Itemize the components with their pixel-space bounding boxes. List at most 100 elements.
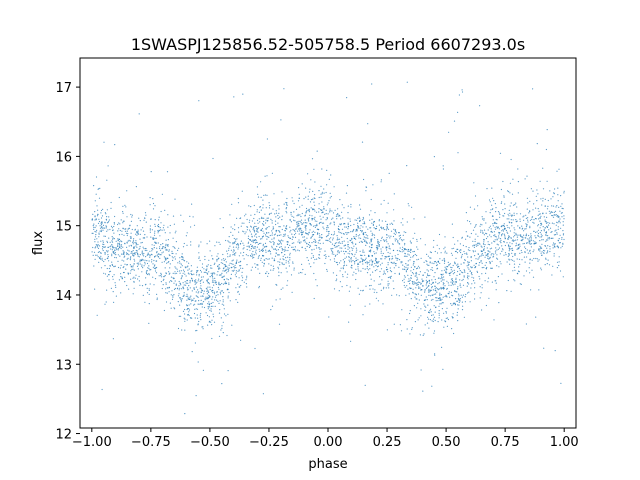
data-point	[426, 253, 428, 255]
data-point	[130, 278, 132, 280]
data-point	[441, 270, 443, 272]
data-point	[297, 214, 299, 217]
data-point	[541, 223, 543, 225]
data-point	[107, 229, 109, 231]
data-point	[310, 257, 312, 259]
data-point	[312, 256, 314, 258]
data-point	[538, 218, 540, 220]
data-point	[539, 250, 541, 252]
data-point	[405, 231, 407, 234]
data-point	[468, 268, 470, 270]
data-point	[211, 337, 213, 340]
data-point	[101, 227, 104, 229]
data-point	[540, 246, 542, 248]
data-point	[146, 254, 148, 256]
data-point	[472, 251, 475, 253]
data-point	[542, 212, 544, 214]
data-point	[465, 246, 467, 248]
data-point	[106, 179, 108, 181]
data-point	[139, 233, 141, 235]
data-point	[208, 306, 210, 308]
data-point	[133, 258, 135, 260]
data-point	[402, 268, 404, 270]
data-point	[470, 223, 472, 225]
data-point	[312, 255, 314, 257]
data-point	[126, 253, 128, 255]
data-point	[388, 247, 390, 249]
data-point	[503, 233, 505, 235]
data-point	[158, 253, 160, 255]
data-point	[292, 229, 294, 231]
data-point	[407, 248, 409, 251]
data-point	[527, 217, 529, 219]
data-point	[389, 252, 391, 254]
data-point	[479, 225, 481, 227]
data-point	[291, 242, 293, 244]
data-point	[507, 244, 510, 246]
data-point	[256, 209, 258, 211]
data-point	[247, 255, 249, 257]
data-point	[508, 237, 510, 239]
data-point	[266, 138, 268, 140]
data-point	[203, 268, 205, 270]
data-point	[256, 230, 258, 232]
data-point	[215, 294, 217, 297]
data-point	[429, 257, 431, 259]
data-point	[441, 308, 443, 310]
data-point	[368, 214, 371, 216]
data-point	[440, 252, 442, 254]
data-point	[341, 242, 343, 244]
data-point	[483, 229, 486, 231]
data-point	[465, 231, 467, 233]
data-point	[550, 231, 552, 233]
data-point	[275, 231, 277, 233]
data-point	[304, 222, 307, 224]
data-point	[279, 226, 281, 228]
data-point	[441, 259, 443, 261]
data-point	[126, 284, 128, 287]
data-point	[325, 219, 327, 221]
data-point	[134, 228, 136, 230]
data-point	[483, 249, 485, 251]
data-point	[407, 253, 409, 255]
data-point	[113, 251, 115, 253]
data-point	[164, 247, 166, 249]
data-point	[426, 263, 428, 265]
data-point	[211, 298, 213, 300]
data-point	[500, 188, 502, 191]
data-point	[373, 227, 375, 229]
data-point	[429, 308, 432, 310]
data-point	[543, 230, 545, 232]
data-point	[240, 267, 242, 269]
data-point	[493, 231, 495, 233]
data-point	[420, 257, 422, 259]
data-point	[484, 280, 486, 282]
data-point	[190, 317, 192, 319]
data-point	[279, 264, 281, 266]
data-point	[117, 260, 119, 262]
data-point	[114, 252, 116, 254]
data-point	[384, 258, 386, 260]
data-point	[207, 290, 209, 292]
data-point	[211, 290, 213, 292]
data-point	[249, 249, 251, 251]
data-point	[234, 242, 236, 244]
data-point	[301, 263, 303, 265]
data-point	[556, 170, 558, 172]
data-point	[347, 244, 349, 246]
data-point	[245, 279, 247, 281]
data-point	[499, 261, 501, 263]
data-point	[221, 327, 223, 329]
data-point	[137, 255, 139, 257]
data-point	[353, 255, 355, 257]
data-point	[347, 246, 349, 248]
data-point	[309, 224, 311, 226]
data-point	[557, 200, 559, 202]
data-point	[423, 280, 425, 282]
data-point	[378, 219, 380, 221]
data-point	[375, 247, 378, 249]
data-point	[404, 248, 406, 250]
data-point	[320, 236, 322, 238]
data-point	[481, 224, 483, 226]
data-point	[182, 269, 185, 271]
